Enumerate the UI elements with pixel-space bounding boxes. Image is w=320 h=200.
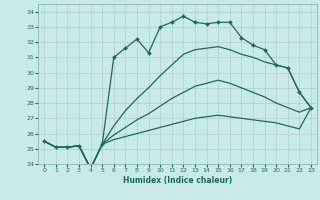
X-axis label: Humidex (Indice chaleur): Humidex (Indice chaleur) (123, 176, 232, 185)
